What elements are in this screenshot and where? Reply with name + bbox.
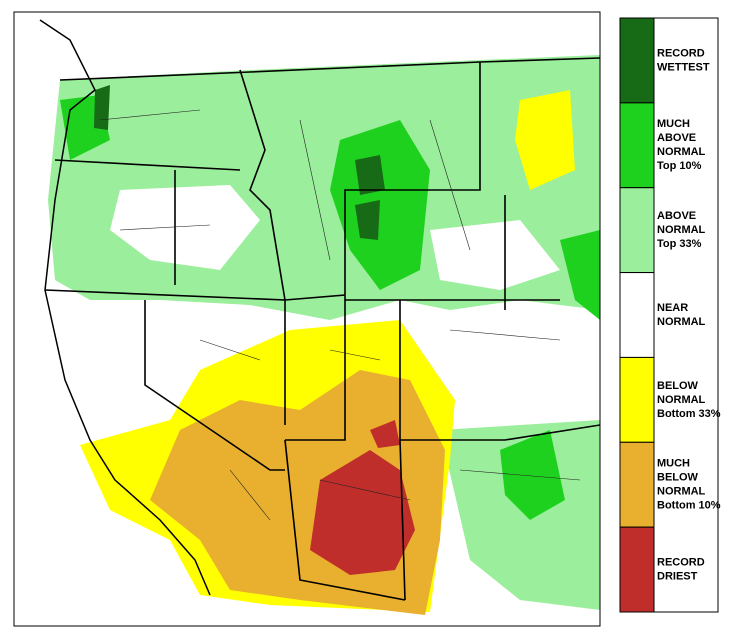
legend-swatch [619,356,655,443]
legend-label: NEAR [657,302,688,314]
legend-swatch [619,526,655,613]
legend-label: Top 10% [657,160,702,172]
legend-label: BELOW [657,472,699,484]
legend-label: Top 33% [657,238,702,250]
legend-swatch [619,17,655,104]
legend-label: NORMAL [657,316,706,328]
legend-swatch [619,441,655,528]
above-normal-area [440,420,600,610]
legend-frame [619,17,719,613]
legend-label: NORMAL [657,394,706,406]
below-normal-area [515,90,575,190]
legend-label: NORMAL [657,146,706,158]
record-driest-area [310,420,415,575]
legend-swatch [619,272,655,358]
legend-label: ABOVE [657,132,696,144]
legend-label: BELOW [657,380,699,392]
map-frame [13,11,601,627]
county-lines [99,109,581,521]
legend-label: WETTEST [657,61,710,73]
legend-label: RECORD [657,47,705,59]
legend-label: ABOVE [657,210,696,222]
legend-label: DRIEST [657,570,698,582]
coastline [39,19,211,596]
legend-swatch [619,187,655,274]
legend: RECORD WETTEST MUCH ABOVE NORMAL Top 10% ABOVE… [619,17,721,613]
legend-label: Bottom 10% [657,500,721,512]
legend-label: NORMAL [657,224,706,236]
legend-label: RECORD [657,556,705,568]
much-above-area [60,95,600,520]
legend-swatch [619,102,655,189]
legend-label: MUCH [657,458,690,470]
legend-label: MUCH [657,118,690,130]
legend-label: Bottom 33% [657,408,721,420]
legend-label: NORMAL [657,486,706,498]
near-normal-area [60,185,560,420]
map [39,19,600,615]
